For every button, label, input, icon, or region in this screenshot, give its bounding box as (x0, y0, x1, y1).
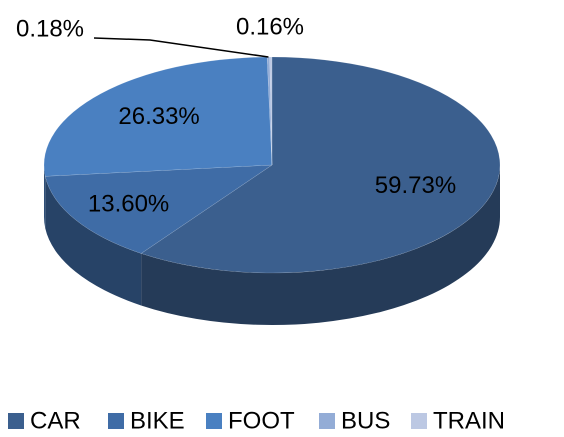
legend-swatch (206, 413, 222, 429)
legend-swatch (108, 413, 124, 429)
legend-swatch (8, 413, 24, 429)
data-label: 13.60% (88, 190, 169, 217)
legend-label: BUS (341, 407, 390, 434)
slice (43, 56, 273, 177)
slice (44, 164, 273, 254)
slice-side (44, 165, 46, 229)
slice (140, 56, 501, 274)
leader-line (93, 37, 269, 58)
slice-side (141, 165, 501, 325)
legend-label: CAR (30, 407, 81, 434)
legend-label: FOOT (228, 407, 295, 434)
legend-label: TRAIN (433, 407, 505, 434)
slice (269, 56, 273, 166)
data-label: 0.18% (16, 15, 84, 42)
data-label: 59.73% (375, 172, 456, 199)
slice-side (45, 176, 142, 306)
legend-swatch (411, 413, 427, 429)
data-label: 26.33% (118, 103, 199, 130)
data-label: 0.16% (236, 13, 304, 40)
legend-label: BIKE (130, 407, 185, 434)
legend-swatch (319, 413, 335, 429)
